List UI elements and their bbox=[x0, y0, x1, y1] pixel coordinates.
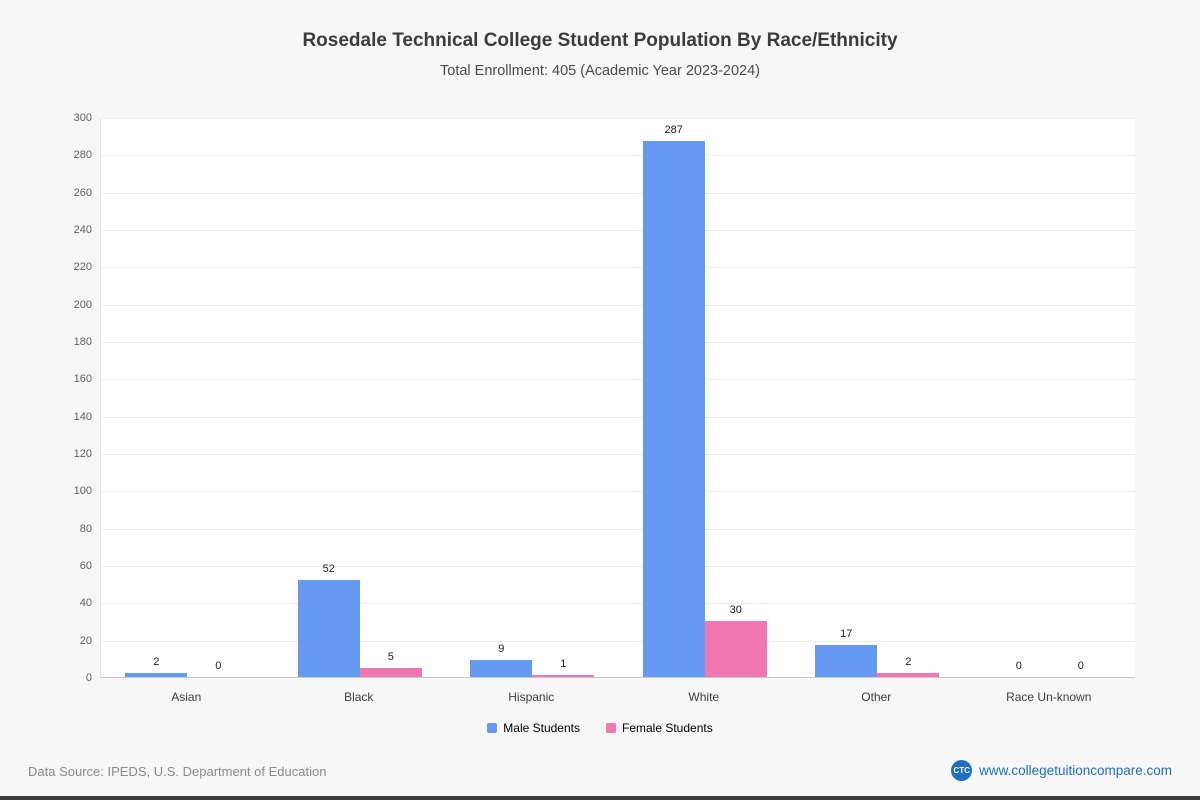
y-tick-label: 300 bbox=[73, 112, 92, 124]
gridline bbox=[101, 155, 1135, 157]
gridline bbox=[101, 192, 1135, 194]
bar-female-hispanic[interactable] bbox=[532, 675, 595, 677]
value-label-male-black: 52 bbox=[322, 562, 335, 575]
value-label-male-hispanic: 9 bbox=[498, 643, 505, 656]
plot-area: 2 0 52 5 9 1 287 30 17 2 0 0 bbox=[100, 118, 1135, 678]
male-swatch-icon bbox=[487, 723, 498, 733]
legend-item-female[interactable]: Female Students bbox=[606, 721, 713, 735]
x-tick-label-white: White bbox=[688, 690, 720, 704]
y-tick-label: 20 bbox=[79, 634, 92, 647]
bar-male-hispanic[interactable] bbox=[470, 660, 533, 677]
website-link[interactable]: www.collegetuitioncompare.com bbox=[979, 763, 1172, 778]
x-axis: Asian Black Hispanic White Other Race Un-know… bbox=[100, 690, 1135, 708]
value-label-female-black: 5 bbox=[387, 650, 394, 663]
gridline bbox=[101, 566, 1135, 567]
y-tick-label: 140 bbox=[73, 410, 92, 423]
y-tick-label: 120 bbox=[73, 448, 92, 460]
x-tick-label-hispanic: Hispanic bbox=[508, 690, 555, 704]
value-label-male-white: 287 bbox=[664, 124, 683, 137]
chart-title: Rosedale Technical College Student Popul… bbox=[302, 30, 898, 51]
y-tick-label: 260 bbox=[73, 186, 92, 199]
gridline bbox=[101, 454, 1135, 455]
y-tick-label: 0 bbox=[85, 672, 92, 684]
legend-label-male: Male Students bbox=[503, 721, 580, 735]
legend-label-female: Female Students bbox=[622, 721, 713, 735]
value-label-male-other: 17 bbox=[840, 628, 853, 641]
gridline bbox=[101, 118, 1135, 119]
x-tick-label-asian: Asian bbox=[171, 690, 202, 704]
y-tick-label: 280 bbox=[73, 149, 92, 162]
bar-male-black[interactable] bbox=[297, 579, 360, 677]
bar-male-asian[interactable] bbox=[125, 673, 188, 677]
y-tick-label: 80 bbox=[79, 522, 92, 535]
y-tick-label: 240 bbox=[73, 224, 92, 236]
y-tick-label: 200 bbox=[73, 298, 92, 311]
value-label-female-hispanic: 1 bbox=[560, 658, 567, 671]
x-tick-label-race-un-known: Race Un-known bbox=[1006, 690, 1092, 704]
value-label-male-asian: 2 bbox=[153, 656, 160, 669]
data-source-text: Data Source: IPEDS, U.S. Department of E… bbox=[28, 764, 327, 779]
gridline bbox=[101, 640, 1135, 642]
y-tick-label: 180 bbox=[73, 336, 92, 348]
y-tick-label: 40 bbox=[79, 597, 92, 610]
x-tick-label-black: Black bbox=[344, 690, 374, 704]
value-label-female-asian: 0 bbox=[215, 660, 222, 672]
gridline bbox=[101, 491, 1135, 493]
bar-female-white[interactable] bbox=[704, 621, 767, 677]
footer-site: CTC www.collegetuitioncompare.com bbox=[951, 760, 1172, 781]
value-label-female-white: 30 bbox=[729, 604, 742, 616]
bar-female-other[interactable] bbox=[877, 673, 940, 677]
x-tick-label-other: Other bbox=[861, 690, 892, 704]
y-tick-label: 160 bbox=[73, 373, 92, 386]
gridline bbox=[101, 379, 1135, 381]
y-tick-label: 100 bbox=[73, 485, 92, 498]
bottom-edge bbox=[0, 796, 1200, 800]
bar-male-white[interactable] bbox=[642, 141, 705, 677]
gridline bbox=[101, 603, 1135, 605]
y-tick-label: 220 bbox=[73, 261, 92, 274]
female-swatch-icon bbox=[606, 723, 616, 733]
ctc-logo-icon: CTC bbox=[951, 760, 973, 781]
gridline bbox=[101, 267, 1135, 269]
gridline bbox=[101, 528, 1135, 530]
bar-female-black[interactable] bbox=[359, 667, 422, 677]
legend: Male Students Female Students bbox=[0, 721, 1200, 735]
gridline bbox=[101, 304, 1135, 306]
chart-subtitle: Total Enrollment: 405 (Academic Year 202… bbox=[440, 63, 760, 79]
value-label-female-race-un-known: 0 bbox=[1077, 660, 1084, 672]
y-tick-label: 60 bbox=[79, 560, 92, 572]
value-label-male-race-un-known: 0 bbox=[1015, 660, 1022, 672]
gridline bbox=[101, 416, 1135, 418]
legend-item-male[interactable]: Male Students bbox=[487, 721, 580, 735]
gridline bbox=[101, 342, 1135, 343]
bar-male-other[interactable] bbox=[815, 645, 878, 677]
gridline bbox=[101, 230, 1135, 231]
value-label-female-other: 2 bbox=[905, 656, 912, 669]
y-axis: 0 20 40 60 80 100 120 140 160 180 200 220 240 260 280 3… bbox=[0, 112, 92, 684]
